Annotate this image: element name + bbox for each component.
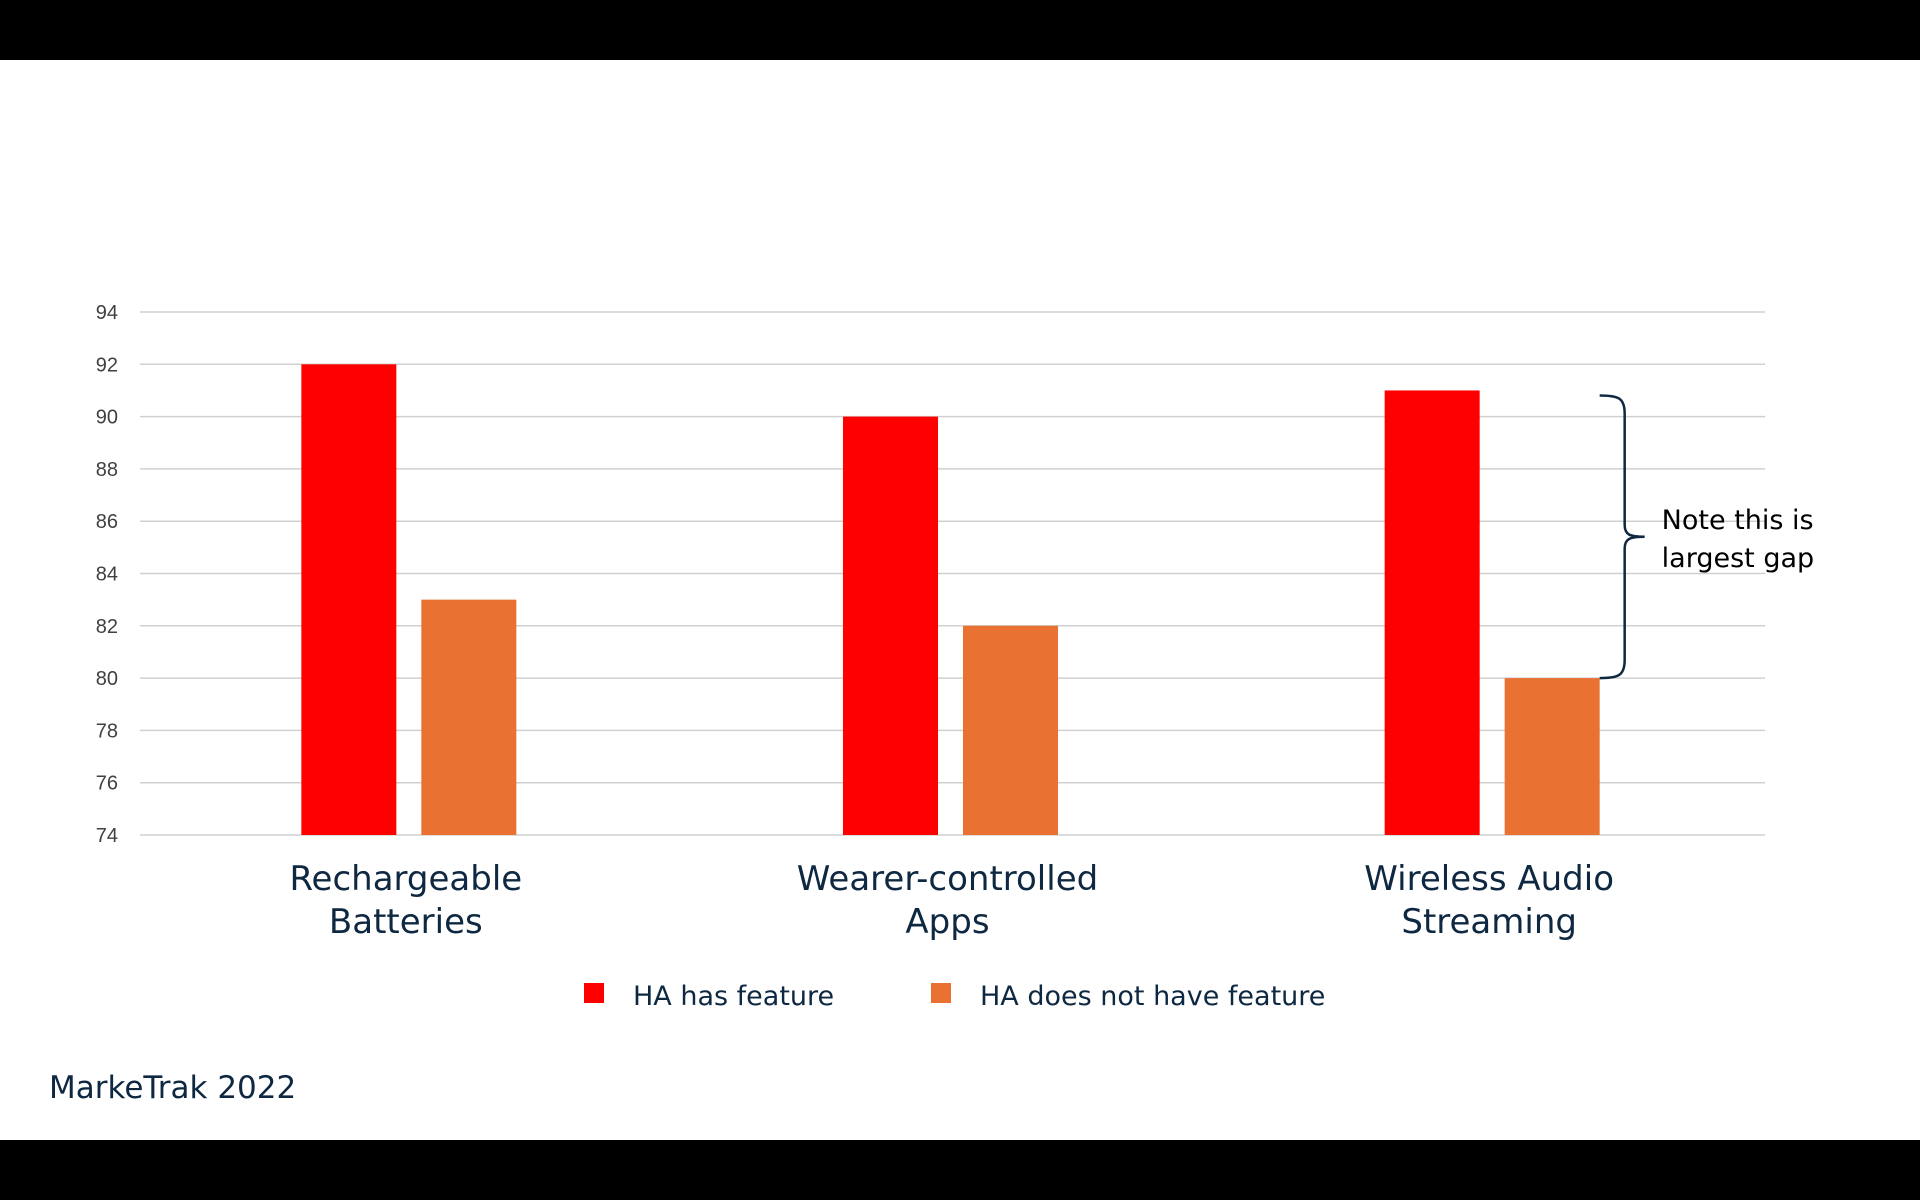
bar-has-feature (1384, 390, 1480, 835)
top-letterbox-bar (0, 0, 1920, 60)
y-tick-label: 84 (96, 564, 118, 586)
x-axis-category-labels: Rechargeable Batteries Wearer-controlled Ap… (289, 859, 1614, 942)
y-tick-label: 92 (96, 354, 118, 376)
legend-item: HA has feature (584, 981, 834, 1012)
y-tick-label: 76 (96, 773, 118, 795)
legend-item: HA does not have feature (931, 981, 1325, 1012)
legend-swatch (584, 983, 604, 1003)
y-tick-label: 80 (96, 668, 118, 690)
y-tick-label: 74 (96, 825, 118, 847)
legend: HA has feature HA does not have feature (584, 981, 1325, 1012)
source-note: MarkeTrak 2022 (49, 1070, 297, 1106)
y-tick-label: 78 (96, 720, 118, 742)
gap-annotation: Note this is largest gap (1599, 394, 1814, 680)
bar-has-feature (843, 416, 938, 835)
curly-brace (1599, 394, 1645, 680)
bar-no-feature (963, 625, 1058, 835)
category-label: Wearer-controlled Apps (797, 859, 1098, 942)
y-tick-label: 82 (96, 616, 118, 638)
legend-label: HA does not have feature (980, 981, 1325, 1012)
gridlines (140, 311, 1765, 836)
legend-label: HA has feature (633, 981, 834, 1012)
bar-has-feature (301, 364, 397, 835)
bar-no-feature (1504, 678, 1600, 835)
y-tick-label: 88 (96, 459, 118, 481)
bar-no-feature (421, 599, 517, 835)
category-label: Rechargeable Batteries (289, 859, 522, 942)
y-axis-tick-labels: 74 76 78 80 82 84 86 88 90 92 94 (96, 302, 118, 847)
bars (301, 364, 1600, 835)
gap-note: Note this is largest gap (1662, 505, 1814, 574)
y-tick-label: 90 (96, 407, 118, 429)
bottom-letterbox-bar (0, 1140, 1920, 1200)
legend-swatch (931, 983, 951, 1003)
y-tick-label: 86 (96, 511, 118, 533)
y-tick-label: 94 (96, 302, 118, 324)
category-label: Wireless Audio Streaming (1364, 859, 1614, 942)
